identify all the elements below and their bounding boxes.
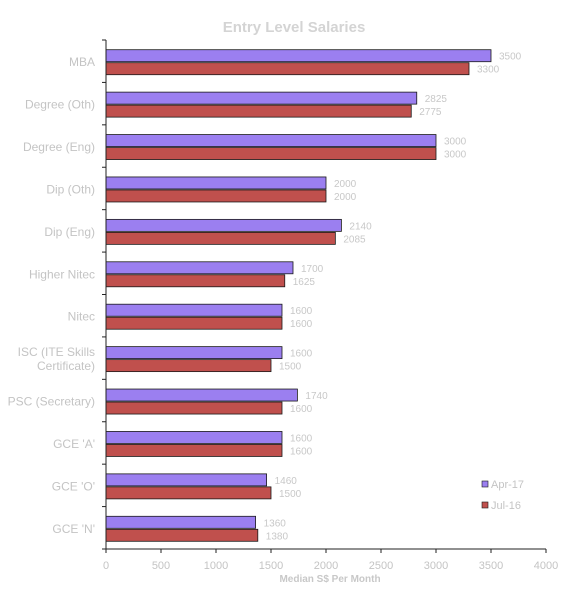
value-label: 1600 [290, 433, 313, 444]
bar-jul-16-0 [105, 62, 470, 76]
value-label: 3500 [499, 52, 522, 63]
value-label: 1600 [290, 349, 313, 360]
bar-jul-16-4 [105, 231, 336, 245]
category-label: ISC (ITE Skills [18, 345, 95, 359]
category-label: GCE 'O' [52, 479, 95, 493]
legend-swatch [481, 480, 489, 488]
bar-apr-17-9 [105, 431, 283, 444]
category-label: MBA [69, 55, 95, 69]
value-label: 1380 [266, 531, 289, 542]
category-label: Degree (Oth) [25, 98, 95, 112]
bar-apr-17-8 [105, 388, 298, 402]
bar-jul-16-1 [105, 104, 412, 118]
value-label: 3000 [444, 150, 467, 161]
x-tick-label: 3000 [424, 560, 448, 572]
category-label: GCE 'A' [53, 437, 95, 451]
value-label: 1740 [305, 391, 328, 402]
value-label: 1600 [290, 306, 313, 317]
x-tick-label: 0 [103, 560, 109, 572]
bar-apr-17-10 [105, 473, 268, 487]
category-label: Nitec [68, 310, 95, 324]
value-label: 3300 [477, 65, 500, 76]
category-label: Dip (Oth) [46, 182, 95, 196]
value-label: 1625 [293, 277, 316, 288]
x-tick-label: 2500 [369, 560, 393, 572]
value-label: 2140 [349, 221, 372, 232]
x-tick-label: 2000 [314, 560, 338, 572]
category-label: Certificate) [37, 359, 95, 373]
category-labels-group: MBA Degree (Oth) Degree (Eng) Dip (Oth) Dip … [8, 55, 95, 536]
bar-jul-16-5 [105, 274, 286, 288]
bar-apr-17-4 [105, 218, 342, 232]
value-label: 1600 [290, 404, 313, 415]
bar-jul-16-2 [105, 147, 437, 160]
bar-jul-16-7 [105, 359, 272, 373]
value-label: 2000 [334, 192, 357, 203]
bar-jul-16-9 [105, 444, 283, 457]
value-label: 1360 [264, 518, 287, 529]
bar-apr-17-2 [105, 134, 437, 147]
category-label: Higher Nitec [29, 267, 95, 281]
bar-jul-16-3 [105, 189, 327, 203]
category-label: GCE 'N' [52, 522, 95, 536]
value-label: 1600 [290, 319, 313, 330]
value-label: 1500 [279, 362, 302, 373]
legend: Apr-17 Jul-16 [481, 479, 524, 512]
value-label: 1500 [279, 489, 302, 500]
bar-jul-16-6 [105, 316, 283, 330]
x-tick-label: 3500 [479, 560, 503, 572]
value-labels-group: 3500 3300 2825 2775 3000 3000 2000 2000 2140 2085… [264, 52, 522, 543]
bar-apr-17-3 [105, 176, 327, 190]
category-label: Degree (Eng) [23, 140, 95, 154]
bar-jul-16-10 [105, 486, 272, 500]
legend-label: Jul-16 [491, 500, 521, 512]
category-label: PSC (Secretary) [8, 395, 95, 409]
value-label: 2825 [425, 94, 448, 105]
bars-group [105, 49, 492, 542]
x-tick-label: 4000 [534, 560, 558, 572]
x-tick-label: 1500 [259, 560, 283, 572]
value-label: 1700 [301, 264, 324, 275]
bar-jul-16-11 [105, 528, 259, 542]
bar-apr-17-7 [105, 346, 283, 360]
legend-swatch [481, 501, 489, 509]
x-tick-label: 500 [152, 560, 170, 572]
legend-label: Apr-17 [491, 479, 524, 491]
bar-apr-17-5 [105, 261, 294, 275]
value-label: 2775 [419, 107, 442, 118]
value-label: 2085 [343, 234, 366, 245]
bar-apr-17-11 [105, 515, 257, 529]
bar-apr-17-1 [105, 91, 418, 105]
x-axis-title: Median S$ Per Month [279, 574, 380, 585]
value-label: 3000 [444, 137, 467, 148]
chart-title: Entry Level Salaries [223, 19, 366, 36]
bar-jul-16-8 [105, 401, 283, 415]
value-label: 1600 [290, 446, 313, 457]
x-tick-labels-group: 0 500 1000 1500 2000 2500 3000 3500 4000 [103, 560, 558, 572]
axes-group [102, 39, 547, 553]
bar-apr-17-0 [105, 49, 492, 63]
value-label: 1460 [275, 476, 298, 487]
category-label: Dip (Eng) [44, 225, 95, 239]
x-tick-label: 1000 [204, 560, 228, 572]
value-label: 2000 [334, 179, 357, 190]
bar-apr-17-6 [105, 303, 283, 317]
